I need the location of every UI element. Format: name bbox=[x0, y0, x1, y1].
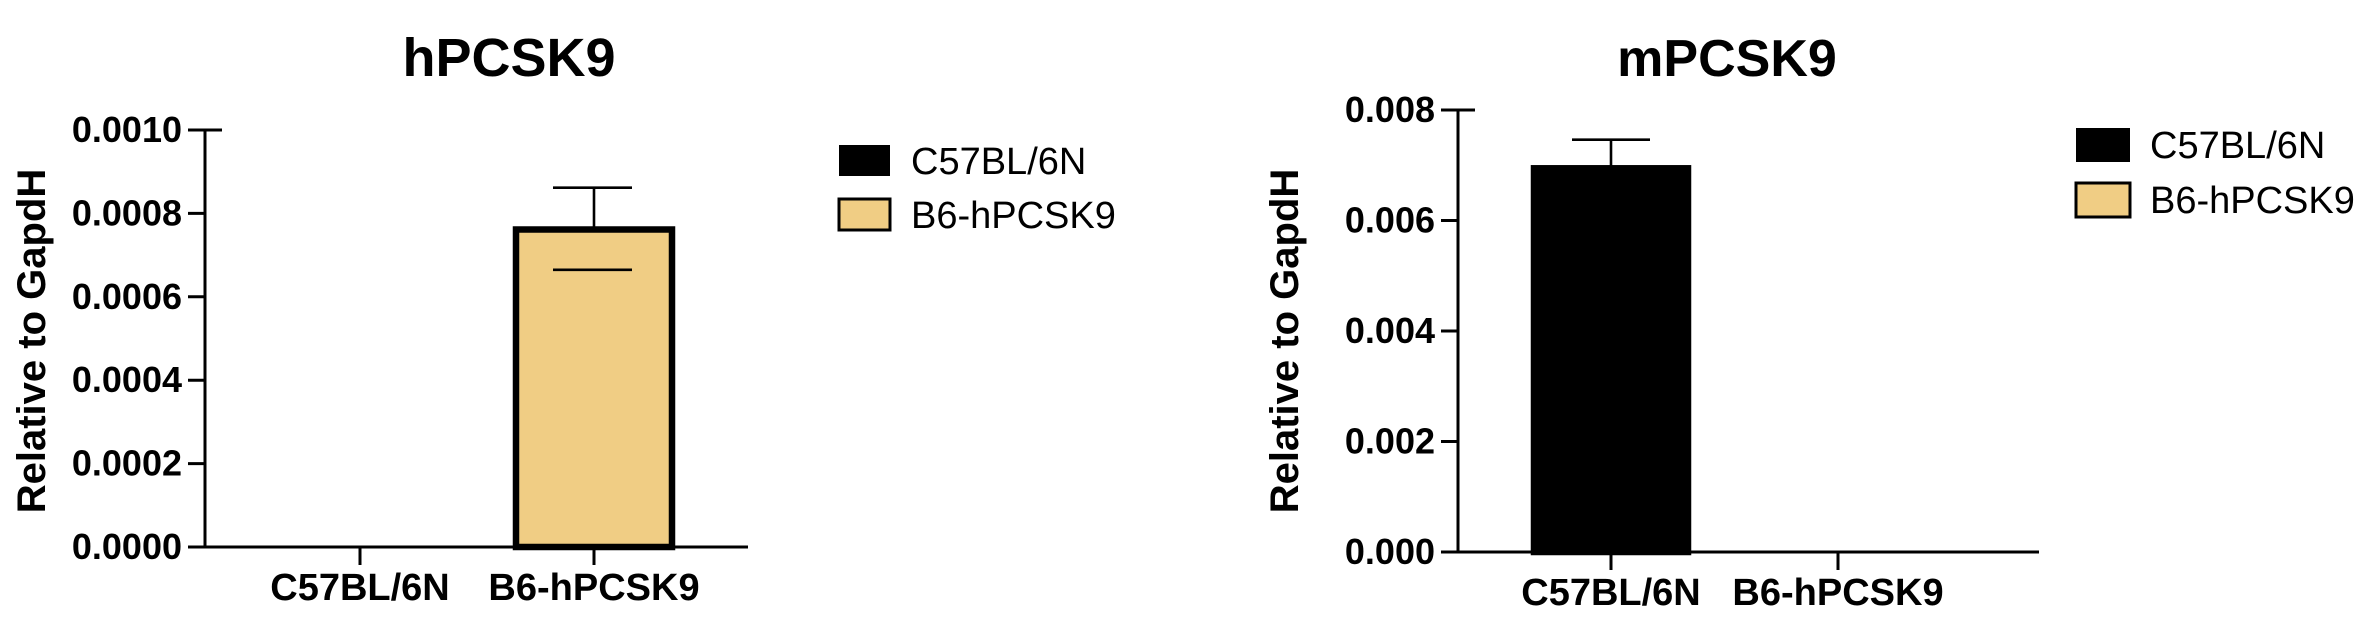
svg-text:0.0002: 0.0002 bbox=[72, 443, 182, 484]
svg-text:0.0006: 0.0006 bbox=[72, 276, 182, 317]
svg-text:B6-hPCSK9: B6-hPCSK9 bbox=[1732, 572, 1943, 614]
svg-text:0.0008: 0.0008 bbox=[72, 192, 182, 233]
svg-text:C57BL/6N: C57BL/6N bbox=[911, 141, 1086, 183]
svg-text:C57BL/6N: C57BL/6N bbox=[2150, 125, 2325, 167]
svg-text:C57BL/6N: C57BL/6N bbox=[1521, 572, 1701, 614]
svg-text:0.006: 0.006 bbox=[1345, 200, 1435, 241]
svg-text:0.0004: 0.0004 bbox=[72, 359, 182, 400]
svg-text:0.002: 0.002 bbox=[1345, 421, 1435, 462]
svg-text:B6-hPCSK9: B6-hPCSK9 bbox=[2150, 180, 2355, 222]
svg-text:Relative to GapdH: Relative to GapdH bbox=[1263, 169, 1307, 514]
svg-text:C57BL/6N: C57BL/6N bbox=[270, 567, 450, 609]
svg-text:B6-hPCSK9: B6-hPCSK9 bbox=[488, 567, 699, 609]
svg-text:0.0010: 0.0010 bbox=[72, 109, 182, 150]
svg-text:hPCSK9: hPCSK9 bbox=[402, 28, 615, 88]
svg-text:0.000: 0.000 bbox=[1345, 531, 1435, 572]
svg-text:0.0000: 0.0000 bbox=[72, 526, 182, 567]
svg-text:mPCSK9: mPCSK9 bbox=[1617, 30, 1837, 88]
svg-text:Relative to GapdH: Relative to GapdH bbox=[10, 169, 54, 514]
svg-text:B6-hPCSK9: B6-hPCSK9 bbox=[911, 195, 1116, 237]
svg-text:0.004: 0.004 bbox=[1345, 310, 1435, 351]
svg-text:0.008: 0.008 bbox=[1345, 89, 1435, 130]
